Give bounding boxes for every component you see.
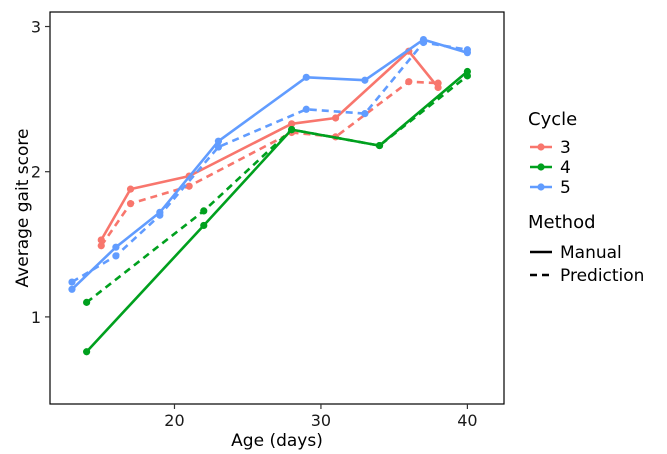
- data-point: [200, 207, 208, 215]
- data-point: [97, 242, 105, 250]
- series-cycle-3-manual: [97, 47, 442, 244]
- legend-label: 4: [560, 158, 571, 178]
- data-point: [185, 182, 193, 190]
- legend-key-method-prediction: Prediction: [530, 266, 644, 286]
- legend-swatch-point: [537, 183, 545, 191]
- series-line: [71, 38, 468, 291]
- series-cycle-5-prediction: [68, 38, 471, 286]
- x-axis: 20 30 40: [164, 404, 478, 430]
- legend-label: Manual: [560, 243, 622, 263]
- legend-cycle-title: Cycle: [528, 109, 577, 130]
- data-point: [288, 120, 296, 128]
- series-group: [68, 35, 471, 356]
- legend-label: 5: [560, 178, 571, 198]
- legend-key-method-manual: Manual: [530, 243, 622, 263]
- series-line: [85, 70, 469, 353]
- legend-swatch-point: [537, 163, 545, 171]
- y-axis: 1 2 3: [31, 18, 50, 327]
- series-line: [71, 41, 468, 284]
- series-cycle-4-prediction: [83, 72, 471, 306]
- data-point: [463, 72, 471, 80]
- data-point: [361, 110, 369, 118]
- series-line: [100, 49, 440, 241]
- data-point: [405, 78, 413, 86]
- y-tick-label: 2: [31, 163, 41, 182]
- legend: Cycle Method 345 Manual Prediction: [528, 109, 644, 286]
- legend-key-cycle-5: 5: [530, 178, 571, 198]
- legend-method-title: Method: [528, 212, 596, 233]
- x-tick-label: 40: [457, 411, 477, 430]
- y-tick-label: 3: [31, 18, 41, 37]
- panel-border: [49, 11, 505, 405]
- legend-key-cycle-3: 3: [530, 138, 571, 158]
- data-point: [68, 285, 76, 293]
- legend-label: Prediction: [560, 266, 644, 286]
- x-tick-label: 30: [311, 411, 331, 430]
- plot-panel: [49, 11, 505, 405]
- data-point: [331, 114, 340, 122]
- data-point: [288, 126, 296, 134]
- series-line: [85, 74, 469, 304]
- legend-swatch-point: [537, 143, 545, 151]
- series-cycle-5-manual: [68, 35, 471, 293]
- data-point: [214, 137, 223, 145]
- legend-key-cycle-4: 4: [530, 158, 571, 178]
- data-point: [302, 105, 310, 113]
- data-point: [126, 185, 135, 193]
- data-point: [463, 46, 471, 54]
- data-point: [112, 252, 120, 260]
- data-point: [112, 243, 120, 251]
- data-point: [361, 76, 369, 84]
- data-point: [156, 211, 164, 219]
- y-tick-label: 1: [31, 308, 41, 327]
- x-tick-label: 20: [164, 411, 184, 430]
- data-point: [83, 348, 91, 356]
- legend-label: 3: [560, 138, 571, 158]
- data-point: [214, 143, 223, 151]
- x-axis-title: Age (days): [231, 431, 323, 451]
- data-point: [375, 141, 384, 150]
- data-point: [200, 221, 208, 230]
- series-cycle-4-manual: [83, 67, 471, 356]
- data-point: [83, 298, 91, 306]
- data-point: [302, 73, 310, 81]
- data-point: [126, 200, 135, 208]
- data-point: [419, 38, 428, 47]
- data-point: [68, 278, 76, 286]
- data-point: [434, 79, 442, 87]
- y-axis-title: Average gait score: [13, 129, 33, 288]
